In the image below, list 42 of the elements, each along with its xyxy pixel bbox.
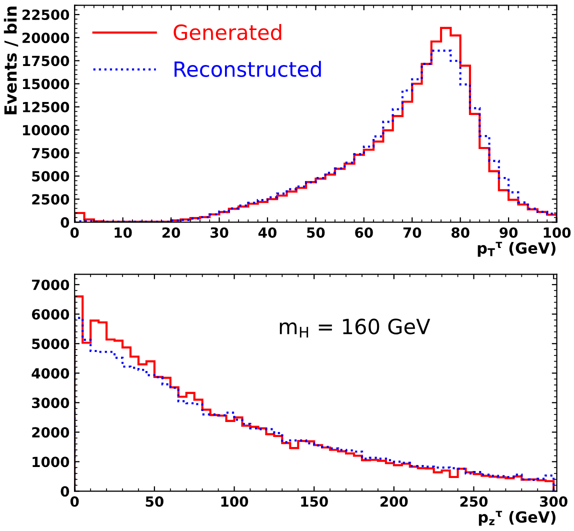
x-tick-label: 10 (114, 227, 132, 238)
x-tick-label: 50 (146, 496, 164, 507)
x-tick-label: 200 (380, 496, 408, 507)
x-tick-label: 30 (210, 227, 228, 238)
x-tick-label: 150 (301, 496, 328, 507)
y-tick-label: 4000 (32, 368, 70, 379)
y-tick-label: 1000 (32, 456, 70, 468)
x-tick-label: 0 (70, 227, 79, 238)
y-axis-title: Events / bin (4, 6, 18, 114)
x-tick-label: 80 (452, 227, 470, 238)
y-tick-label: 12500 (23, 102, 70, 112)
x-tick-label: 250 (460, 496, 488, 507)
y-tick-label: 17500 (23, 56, 70, 66)
y-tick-label: 3000 (32, 398, 70, 408)
y-tick-label: 10000 (23, 124, 70, 136)
x-tick-label: 90 (500, 227, 518, 238)
x-axis-title: p$_{T}$$^{τ}$ (GeV) (478, 242, 556, 257)
x-tick-label: 20 (162, 227, 180, 238)
x-axis-title: p$_{z}$$^{τ}$ (GeV) (478, 510, 556, 526)
x-tick-label: 40 (258, 227, 276, 238)
annotation: m$_{H}$ = 160 GeV (280, 318, 430, 338)
y-tick-label: 0 (60, 217, 70, 228)
y-tick-label: 0 (60, 486, 70, 497)
y-tick-label: 5000 (32, 338, 70, 350)
y-tick-label: 5000 (32, 171, 70, 182)
y-tick-label: 6000 (32, 309, 70, 320)
y-tick-label: 7000 (32, 280, 70, 290)
x-tick-label: 300 (540, 496, 568, 507)
x-tick-label: 0 (70, 496, 79, 507)
legend-label: Reconstructed (174, 60, 321, 78)
y-tick-label: 22500 (22, 10, 70, 20)
y-tick-label: 2000 (32, 427, 70, 438)
y-tick-label: 15000 (23, 78, 70, 90)
y-tick-label: 20000 (22, 32, 70, 44)
legend-label: Generated (174, 24, 282, 40)
y-tick-label: 2500 (32, 194, 70, 205)
x-tick-label: 100 (544, 227, 571, 238)
x-tick-label: 70 (403, 227, 422, 238)
x-tick-label: 60 (355, 227, 373, 238)
x-tick-label: 50 (307, 227, 325, 238)
y-tick-label: 7500 (32, 148, 70, 158)
x-tick-label: 100 (221, 496, 248, 507)
